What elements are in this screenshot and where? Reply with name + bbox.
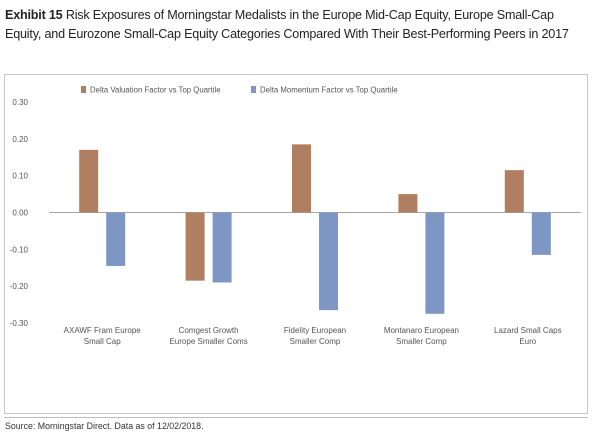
y-tick-label: 0.30 [12, 98, 28, 107]
y-tick-label: 0.00 [12, 209, 28, 218]
y-tick-label: -0.30 [10, 319, 29, 328]
bar-momentum-3 [319, 212, 338, 311]
x-tick-label: Montanaro European [384, 326, 459, 335]
source-note: Source: Morningstar Direct. Data as of 1… [5, 421, 204, 431]
y-tick-label: 0.20 [12, 135, 28, 144]
bar-momentum-1 [106, 212, 126, 266]
bar-valuation-1 [79, 149, 99, 213]
x-tick-label: Smaller Comp [396, 337, 447, 346]
x-tick-label: AXAWF Fram Europe [64, 326, 142, 335]
x-tick-label: Comgest Growth [179, 326, 239, 335]
chart-frame: Delta Valuation Factor vs Top Quartile De… [4, 74, 588, 414]
legend-label-2: Delta Momentum Factor vs Top Quartile [260, 86, 398, 95]
legend-swatch-2 [251, 86, 256, 93]
bar-momentum-4 [425, 212, 445, 314]
y-tick-label: -0.20 [10, 282, 29, 291]
y-tick-label: -0.10 [10, 245, 29, 254]
bar-valuation-3 [292, 144, 311, 213]
bar-valuation-4 [398, 194, 418, 213]
x-tick-label: Fidelity European [284, 326, 346, 335]
x-tick-label: Lazard Small Caps [494, 326, 562, 335]
x-tick-label: Smaller Comp [290, 337, 341, 346]
chart-title: Exhibit 15 Risk Exposures of Morningstar… [5, 6, 585, 44]
bar-valuation-5 [504, 170, 524, 213]
y-tick-label: 0.10 [12, 172, 28, 181]
bar-chart: Delta Valuation Factor vs Top Quartile De… [10, 86, 581, 346]
title-text: Risk Exposures of Morningstar Medalists … [5, 8, 569, 41]
footer-divider [4, 417, 588, 418]
x-tick-label: Europe Smaller Coms [169, 337, 247, 346]
bar-momentum-5 [531, 212, 551, 255]
legend-swatch-1 [81, 86, 86, 93]
bar-momentum-2 [212, 212, 232, 283]
x-tick-label: Euro [519, 337, 536, 346]
legend-label-1: Delta Valuation Factor vs Top Quartile [90, 86, 221, 95]
exhibit-label: Exhibit 15 [5, 8, 63, 22]
bar-valuation-2 [185, 212, 205, 281]
x-tick-label: Small Cap [84, 337, 121, 346]
